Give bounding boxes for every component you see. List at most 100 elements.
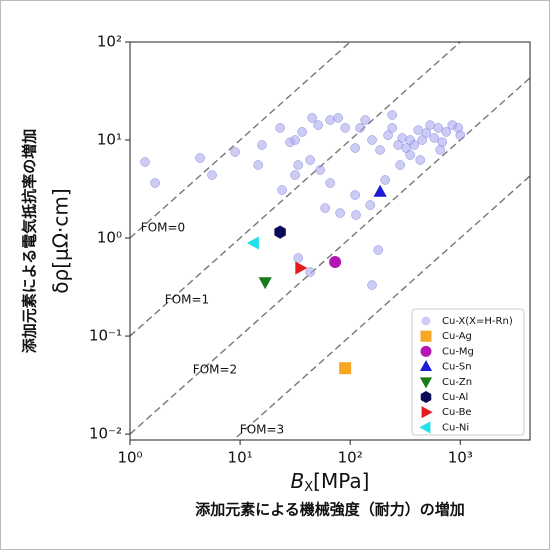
x-label-symbol: B bbox=[291, 469, 305, 493]
axes-box bbox=[129, 41, 531, 441]
point bbox=[453, 123, 464, 133]
point bbox=[397, 133, 407, 143]
legend-marker bbox=[419, 377, 433, 389]
legend-marker bbox=[419, 421, 431, 434]
legend-label: Cu-Sn bbox=[442, 362, 472, 373]
point bbox=[387, 123, 397, 133]
legend-label: Cu-Al bbox=[442, 392, 468, 403]
point bbox=[387, 110, 397, 120]
point bbox=[290, 170, 300, 180]
point bbox=[258, 277, 272, 290]
point bbox=[230, 147, 240, 157]
point bbox=[333, 113, 343, 123]
x-tick-label: 10¹ bbox=[228, 449, 253, 467]
point bbox=[313, 120, 323, 130]
legend-marker bbox=[421, 316, 431, 326]
point bbox=[375, 145, 385, 155]
point bbox=[305, 267, 315, 277]
legend-marker bbox=[421, 406, 433, 419]
legend-marker bbox=[420, 330, 432, 342]
point bbox=[293, 253, 303, 263]
legend-marker bbox=[420, 390, 432, 404]
point bbox=[325, 178, 335, 188]
x-tick-label: 10² bbox=[338, 449, 363, 467]
point bbox=[350, 143, 360, 153]
point bbox=[195, 153, 205, 163]
x-label: BX[MPa] bbox=[291, 469, 370, 495]
legend-label: Cu-Be bbox=[442, 407, 472, 418]
fom-label: FOM=2 bbox=[193, 363, 237, 377]
fom-label: FOM=1 bbox=[165, 293, 209, 307]
point bbox=[417, 135, 427, 145]
point bbox=[373, 245, 384, 255]
legend-label: Cu-Ag bbox=[442, 331, 472, 342]
point bbox=[335, 208, 345, 218]
point bbox=[383, 130, 393, 140]
legend-marker bbox=[419, 360, 433, 371]
legend-label: Cu-Zn bbox=[442, 377, 472, 388]
point bbox=[405, 150, 415, 160]
point bbox=[277, 185, 287, 195]
point bbox=[297, 127, 307, 137]
point bbox=[320, 203, 330, 213]
point bbox=[257, 140, 267, 150]
y-tick-label: 10² bbox=[97, 33, 122, 51]
legend: Cu-X(X=H-Rn) Cu-Ag Cu-Mg Cu-Sn Cu-Zn Cu-Al Cu-… bbox=[411, 308, 525, 436]
fom-line bbox=[232, 175, 530, 440]
point bbox=[380, 175, 390, 185]
point bbox=[421, 128, 432, 138]
y-tick-label: 10¹ bbox=[97, 131, 122, 149]
point bbox=[315, 165, 325, 175]
point bbox=[350, 190, 360, 200]
point bbox=[360, 115, 370, 125]
x-tick-label: 10³ bbox=[448, 449, 473, 467]
y-label: δρ[μΩ·cm] bbox=[49, 188, 73, 293]
y-caption: 添加元素による電気抵抗率の増加 bbox=[21, 129, 39, 354]
point bbox=[415, 155, 425, 165]
x-label-sub: X bbox=[304, 480, 313, 495]
y-tick-label: 10⁻² bbox=[89, 425, 122, 443]
point bbox=[355, 123, 365, 133]
point bbox=[435, 145, 446, 155]
point bbox=[367, 135, 377, 145]
fom-label: FOM=3 bbox=[240, 423, 284, 437]
point bbox=[367, 280, 377, 290]
point bbox=[329, 255, 342, 268]
legend-label: Cu-X(X=H-Rn) bbox=[442, 316, 513, 327]
point bbox=[293, 160, 303, 170]
y-tick-label: 10⁻¹ bbox=[89, 327, 122, 345]
point bbox=[253, 160, 263, 170]
point bbox=[437, 137, 447, 147]
point bbox=[413, 125, 423, 135]
legend-label: Cu-Mg bbox=[442, 346, 474, 357]
point bbox=[295, 261, 308, 275]
x-label-unit: [MPa] bbox=[313, 469, 369, 493]
point bbox=[365, 200, 375, 210]
point bbox=[340, 123, 350, 133]
point bbox=[307, 113, 317, 123]
point bbox=[305, 155, 315, 165]
point bbox=[395, 160, 405, 170]
point bbox=[246, 236, 259, 250]
legend-marker bbox=[420, 345, 432, 357]
point bbox=[409, 140, 420, 150]
fom-label: FOM=0 bbox=[141, 221, 185, 235]
point bbox=[433, 123, 443, 133]
point bbox=[425, 120, 435, 130]
point bbox=[351, 210, 361, 220]
point bbox=[290, 135, 300, 145]
point bbox=[274, 225, 286, 239]
fom-line bbox=[130, 42, 462, 337]
plot-area bbox=[130, 42, 530, 440]
point bbox=[140, 157, 150, 167]
point bbox=[325, 115, 335, 125]
point bbox=[373, 184, 387, 197]
point bbox=[455, 130, 466, 140]
point bbox=[441, 127, 452, 137]
x-caption: 添加元素による機械強度（耐力）の増加 bbox=[195, 501, 465, 519]
point bbox=[429, 133, 440, 143]
point bbox=[339, 362, 352, 375]
point bbox=[207, 170, 217, 180]
